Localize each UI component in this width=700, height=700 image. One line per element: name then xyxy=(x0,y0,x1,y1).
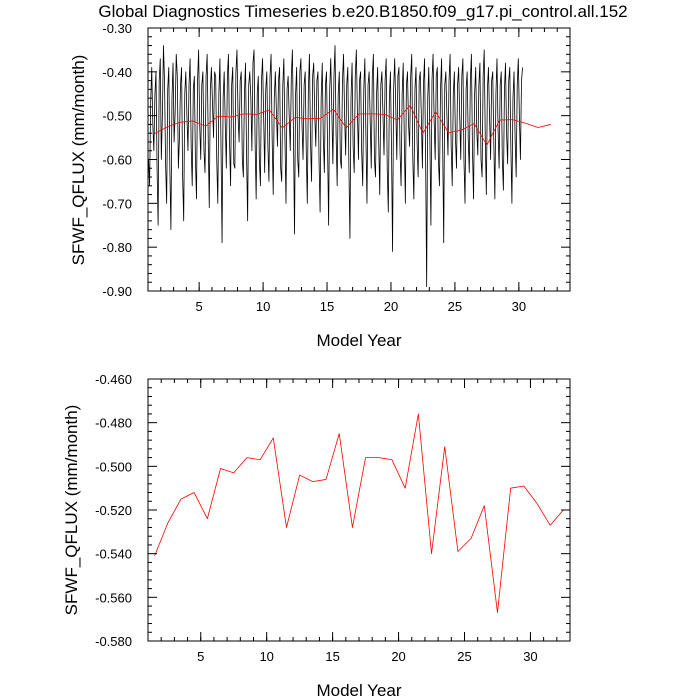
bottom-panel-xlabel: Model Year xyxy=(316,681,401,700)
bottom-panel-y-tick-label: -0.500 xyxy=(95,459,132,474)
bottom-panel-x-tick-label: 30 xyxy=(523,649,537,664)
top-panel: 5 10 15 20 25 30 -0.90 -0.80 -0.70 -0.60 -0.50 -0.4… xyxy=(69,21,571,350)
top-panel-y-tick-label: -0.50 xyxy=(102,109,132,124)
top-panel-x-tick-label: 20 xyxy=(384,299,398,314)
bottom-panel-y-tick-label: -0.520 xyxy=(95,503,132,518)
bottom-panel-x-tick-label: 10 xyxy=(259,649,273,664)
top-panel-x-tick-label: 10 xyxy=(256,299,270,314)
bottom-panel-x-tick-label: 20 xyxy=(391,649,405,664)
bottom-panel-x-tick-label: 15 xyxy=(325,649,339,664)
top-panel-y-tick-label: -0.40 xyxy=(102,65,132,80)
top-panel-x-tick-label: 5 xyxy=(196,299,203,314)
top-panel-xlabel: Model Year xyxy=(316,331,401,350)
figure-title: Global Diagnostics Timeseries b.e20.B185… xyxy=(98,2,627,21)
top-panel-y-tick-label: -0.60 xyxy=(102,153,132,168)
top-panel-x-tick-label: 30 xyxy=(512,299,526,314)
top-panel-y-tick-label: -0.70 xyxy=(102,196,132,211)
bottom-panel-frame xyxy=(147,378,571,642)
top-panel-y-tick-label: -0.80 xyxy=(102,240,132,255)
top-panel-series-annual-mean-line xyxy=(154,104,551,146)
bottom-panel-ylabel: SFWF_QFLUX (mm/month) xyxy=(62,405,81,616)
top-panel-x-tick-label: 25 xyxy=(448,299,462,314)
bottom-panel-x-tick-label: 5 xyxy=(197,649,204,664)
bottom-panel-y-tick-label: -0.540 xyxy=(95,547,132,562)
bottom-panel-y-tick-label: -0.560 xyxy=(95,590,132,605)
bottom-panel: 5 10 15 20 25 30 -0.580 -0.560 -0.540 -0.520 -0.50… xyxy=(62,372,571,700)
bottom-panel-series-annual-mean-line xyxy=(154,413,564,614)
top-panel-ylabel: SFWF_QFLUX (mm/month) xyxy=(69,55,88,266)
bottom-panel-y-tick-label: -0.460 xyxy=(95,372,132,387)
top-panel-y-tick-label: -0.90 xyxy=(102,284,132,299)
bottom-panel-y-tick-label: -0.480 xyxy=(95,416,132,431)
top-panel-y-tick-label: -0.30 xyxy=(102,21,132,36)
top-panel-x-tick-label: 15 xyxy=(320,299,334,314)
top-panel-series-monthly-line xyxy=(148,45,523,288)
bottom-panel-x-tick-label: 25 xyxy=(457,649,471,664)
bottom-panel-y-tick-label: -0.580 xyxy=(95,634,132,649)
